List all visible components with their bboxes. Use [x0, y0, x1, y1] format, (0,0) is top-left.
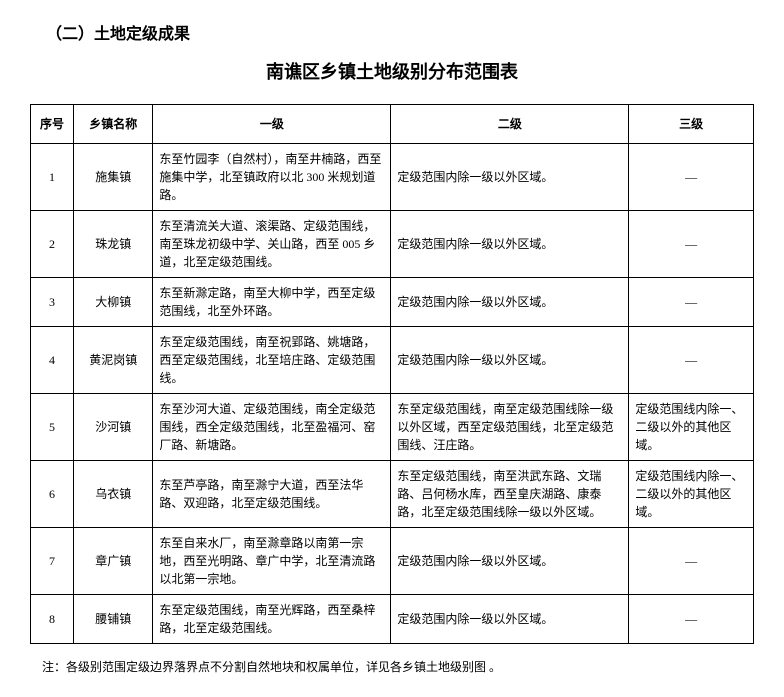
cell-level-1: 东至定级范围线，南至光辉路，西至桑梓路，北至定级范围线。: [153, 595, 391, 644]
cell-level-1: 东至新滁定路，南至大柳中学，西至定级范围线，北至外环路。: [153, 278, 391, 327]
cell-seq: 5: [31, 394, 74, 461]
cell-level-2: 定级范围内除一级以外区域。: [391, 144, 629, 211]
cell-level-2: 定级范围内除一级以外区域。: [391, 327, 629, 394]
cell-seq: 8: [31, 595, 74, 644]
cell-level-2: 东至定级范围线，南至洪武东路、文瑞路、吕何杨水库，西至皇庆湖路、康泰路，北至定级…: [391, 461, 629, 528]
table-row: 3大柳镇东至新滁定路，南至大柳中学，西至定级范围线，北至外环路。定级范围内除一级…: [31, 278, 754, 327]
cell-level-1: 东至竹园李（自然村），南至井楠路，西至施集中学，北至镇政府以北 300 米规划道…: [153, 144, 391, 211]
cell-level-2: 东至定级范围线，南至定级范围线除一级以外区域，西至定级范围线，北至定级范围线、汪…: [391, 394, 629, 461]
cell-level-2: 定级范围内除一级以外区域。: [391, 595, 629, 644]
cell-name: 章广镇: [74, 528, 153, 595]
col-header-l2: 二级: [391, 105, 629, 144]
cell-seq: 6: [31, 461, 74, 528]
footnote: 注：各级别范围定级边界落界点不分割自然地块和权属单位，详见各乡镇土地级别图 。: [30, 658, 754, 677]
cell-name: 大柳镇: [74, 278, 153, 327]
cell-level-3: —: [629, 144, 754, 211]
section-title: （二）土地定级成果: [30, 20, 754, 44]
table-row: 7章广镇东至自来水厂，南至滁章路以南第一宗地，西至光明路、章广中学，北至清流路以…: [31, 528, 754, 595]
cell-level-2: 定级范围内除一级以外区域。: [391, 528, 629, 595]
table-row: 6乌衣镇东至芦亭路，南至滁宁大道，西至法华路、双迎路，北至定级范围线。东至定级范…: [31, 461, 754, 528]
cell-name: 黄泥岗镇: [74, 327, 153, 394]
cell-level-1: 东至沙河大道、定级范围线，南全定级范围线，西全定级范围线，北至盈福河、窑厂路、新…: [153, 394, 391, 461]
cell-level-3: —: [629, 278, 754, 327]
table-row: 5沙河镇东至沙河大道、定级范围线，南全定级范围线，西全定级范围线，北至盈福河、窑…: [31, 394, 754, 461]
col-header-l3: 三级: [629, 105, 754, 144]
cell-seq: 1: [31, 144, 74, 211]
cell-level-1: 东至自来水厂，南至滁章路以南第一宗地，西至光明路、章广中学，北至清流路以北第一宗…: [153, 528, 391, 595]
cell-level-2: 定级范围内除一级以外区域。: [391, 278, 629, 327]
cell-name: 腰铺镇: [74, 595, 153, 644]
cell-level-2: 定级范围内除一级以外区域。: [391, 211, 629, 278]
cell-name: 珠龙镇: [74, 211, 153, 278]
col-header-l1: 一级: [153, 105, 391, 144]
cell-level-3: —: [629, 528, 754, 595]
cell-seq: 7: [31, 528, 74, 595]
cell-level-3: —: [629, 211, 754, 278]
col-header-name: 乡镇名称: [74, 105, 153, 144]
cell-level-1: 东至定级范围线，南至祝郢路、姚塘路，西至定级范围线，北至培庄路、定级范围线。: [153, 327, 391, 394]
table-row: 2珠龙镇东至清流关大道、滚渠路、定级范围线，南至珠龙初级中学、关山路，西至 00…: [31, 211, 754, 278]
table-title: 南谯区乡镇土地级别分布范围表: [30, 58, 754, 84]
table-row: 4黄泥岗镇东至定级范围线，南至祝郢路、姚塘路，西至定级范围线，北至培庄路、定级范…: [31, 327, 754, 394]
table-row: 1施集镇东至竹园李（自然村），南至井楠路，西至施集中学，北至镇政府以北 300 …: [31, 144, 754, 211]
cell-level-3: 定级范围线内除一、二级以外的其他区域。: [629, 461, 754, 528]
cell-level-1: 东至清流关大道、滚渠路、定级范围线，南至珠龙初级中学、关山路，西至 005 乡道…: [153, 211, 391, 278]
table-header-row: 序号 乡镇名称 一级 二级 三级: [31, 105, 754, 144]
cell-name: 乌衣镇: [74, 461, 153, 528]
cell-level-3: 定级范围线内除一、二级以外的其他区域。: [629, 394, 754, 461]
cell-seq: 2: [31, 211, 74, 278]
cell-level-1: 东至芦亭路，南至滁宁大道，西至法华路、双迎路，北至定级范围线。: [153, 461, 391, 528]
cell-level-3: —: [629, 327, 754, 394]
land-grade-table: 序号 乡镇名称 一级 二级 三级 1施集镇东至竹园李（自然村），南至井楠路，西至…: [30, 104, 754, 644]
cell-seq: 3: [31, 278, 74, 327]
col-header-seq: 序号: [31, 105, 74, 144]
cell-seq: 4: [31, 327, 74, 394]
table-row: 8腰铺镇东至定级范围线，南至光辉路，西至桑梓路，北至定级范围线。定级范围内除一级…: [31, 595, 754, 644]
cell-name: 沙河镇: [74, 394, 153, 461]
cell-name: 施集镇: [74, 144, 153, 211]
cell-level-3: —: [629, 595, 754, 644]
